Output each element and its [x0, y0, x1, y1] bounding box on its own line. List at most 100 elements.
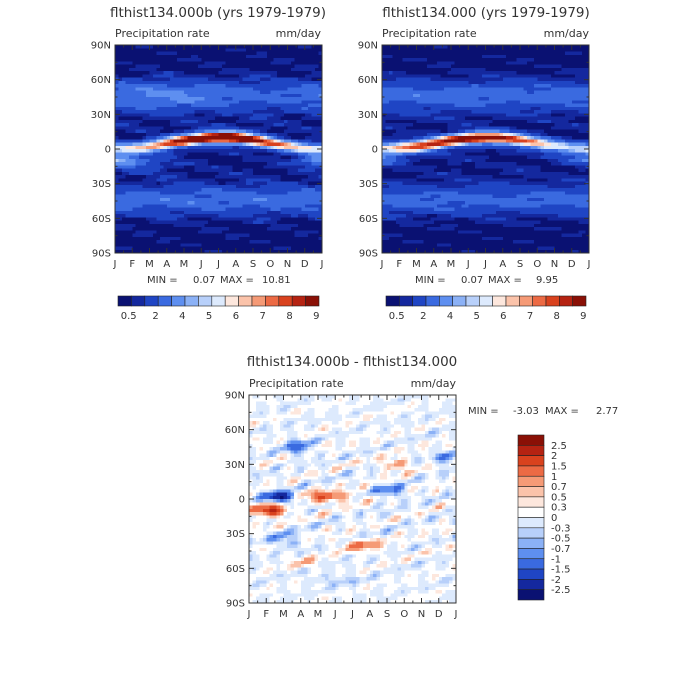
panel-1-cell	[308, 152, 312, 156]
panel-1-cell	[249, 204, 254, 208]
panel-1-cell	[249, 210, 254, 215]
panel-2-cell	[561, 54, 566, 59]
panel-1-cell	[197, 171, 202, 176]
panel-1-cell	[270, 48, 274, 52]
panel-1-cell	[125, 184, 130, 189]
panel-1-cell	[297, 188, 302, 192]
panel-1-cell	[204, 64, 209, 69]
panel-1-cell	[135, 116, 140, 121]
panel-1-cell	[177, 142, 181, 147]
panel-1-cell	[315, 249, 319, 254]
panel-1-cell	[121, 236, 126, 241]
panel-1-cell	[270, 142, 274, 147]
panel-1-cell	[239, 171, 243, 176]
panel-2-cell	[554, 54, 559, 59]
panel-1-cell	[284, 106, 288, 111]
panel-2-cell	[537, 64, 541, 69]
panel-2-cell	[416, 58, 421, 62]
panel-1-cell	[211, 175, 216, 179]
panel-1-cell	[263, 84, 268, 88]
panel-2-cell	[482, 77, 486, 82]
panel-1-cell	[280, 227, 285, 231]
panel-1-cell	[277, 106, 281, 111]
panel-1-cell	[287, 116, 292, 121]
panel-1-cell	[180, 48, 185, 52]
panel-1-colorbar-label: 9	[313, 311, 319, 322]
panel-2-cell	[485, 54, 490, 59]
panel-1-cell	[225, 84, 230, 88]
panel-1-cell	[287, 74, 292, 78]
panel-1-cell	[304, 171, 309, 176]
panel-1-cell	[201, 84, 205, 88]
panel-1-cell	[225, 204, 230, 208]
panel-1-cell	[218, 64, 223, 69]
panel-2-cell	[509, 48, 514, 52]
panel-1-cell	[166, 217, 171, 221]
panel-1-cell	[194, 184, 199, 189]
panel-1-cell	[253, 139, 257, 143]
panel-2-cell	[409, 74, 414, 78]
panel-1-cell	[297, 162, 302, 166]
panel-1-cell	[201, 136, 205, 140]
panel-1-cell	[142, 71, 147, 75]
panel-1-cell	[177, 64, 181, 69]
panel-1-cell	[142, 207, 147, 212]
panel-1-cell	[163, 71, 168, 75]
panel-1-cell	[259, 90, 264, 95]
panel-2-cell	[451, 77, 455, 82]
panel-2-cell	[544, 48, 548, 52]
panel-1-cell	[270, 246, 274, 251]
panel-1-cell	[284, 87, 288, 91]
panel-1-cell	[266, 139, 271, 143]
panel-1-cell	[253, 181, 257, 186]
panel-2-cell	[526, 54, 531, 59]
panel-1-cell	[184, 204, 188, 208]
panel-1-cell	[297, 181, 302, 186]
panel-1-cell	[139, 136, 143, 140]
panel-2-cell	[509, 58, 514, 62]
panel-1-cell	[263, 113, 268, 117]
panel-2-cell	[557, 54, 562, 59]
panel-2-cell	[547, 51, 552, 56]
panel-1-cell	[170, 54, 174, 59]
panel-1-cell	[221, 126, 226, 130]
panel-1-cell	[315, 142, 319, 147]
panel-2-cell	[406, 61, 410, 65]
panel-1-cell	[194, 178, 199, 182]
panel-1-cell	[218, 126, 223, 130]
panel-1-cell	[204, 119, 209, 124]
panel-1-cell	[297, 119, 302, 124]
panel-1-cell	[235, 106, 240, 111]
panel-1-cell	[194, 201, 199, 205]
panel-2-cell	[571, 58, 576, 62]
panel-1-cell	[128, 110, 133, 114]
panel-1-cell	[132, 243, 136, 247]
panel-1-cell	[232, 64, 237, 69]
panel-1-cell	[297, 126, 302, 130]
panel-2-cell	[475, 71, 479, 75]
panel-1-cell	[149, 45, 154, 49]
panel-2-cell	[454, 84, 459, 88]
panel-1-cell	[311, 87, 316, 91]
panel-1-cell	[246, 214, 250, 218]
panel-1-cell	[215, 139, 219, 143]
panel-2-cell	[409, 54, 414, 59]
panel-1-cell	[159, 106, 164, 111]
panel-2-cell	[485, 58, 490, 62]
panel-2-cell	[426, 71, 431, 75]
panel-1-cell	[180, 58, 185, 62]
panel-1-cell	[294, 74, 299, 78]
panel-2-cell	[409, 87, 414, 91]
panel-1-cell	[263, 210, 268, 215]
panel-1-cell	[297, 84, 302, 88]
panel-2-cell	[388, 67, 393, 72]
panel-1-cell	[190, 116, 195, 121]
panel-1-cell	[232, 149, 237, 153]
panel-1-cell	[163, 77, 168, 82]
panel-1-cell	[287, 162, 292, 166]
panel-1-cell	[187, 152, 192, 156]
panel-1-cell	[163, 67, 168, 72]
panel-1-cell	[190, 129, 195, 134]
panel-1-cell	[273, 243, 278, 247]
panel-2-cell	[582, 97, 586, 101]
